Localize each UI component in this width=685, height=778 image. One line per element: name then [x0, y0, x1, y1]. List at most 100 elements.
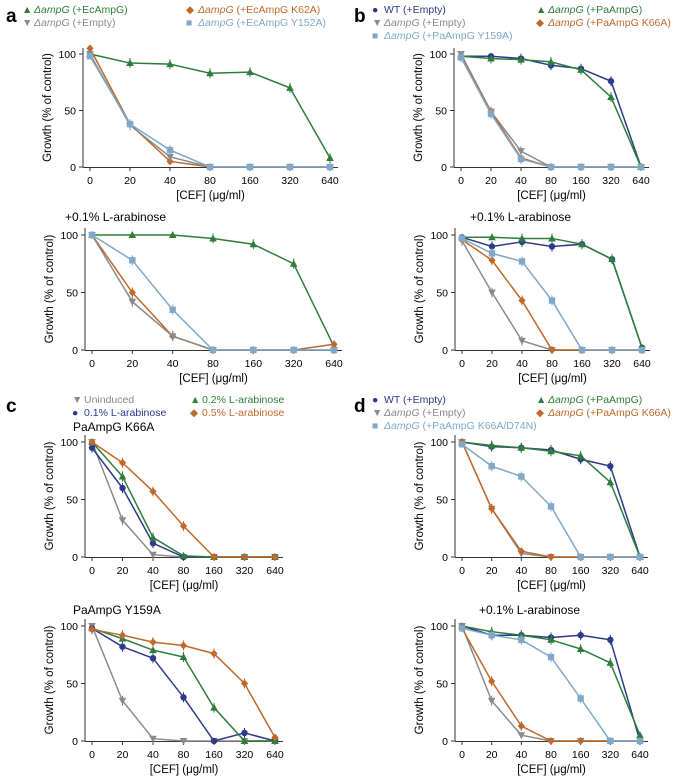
y-axis-label: Growth (% of control) [44, 235, 56, 344]
data-point-square [518, 473, 525, 480]
data-point-triangle-up [149, 533, 157, 541]
x-tick-label: 640 [631, 749, 649, 761]
x-tick-label: 80 [545, 749, 557, 761]
legend-item-b-2: ▼ ΔampG (+Empty) [372, 17, 465, 29]
legend-item-d-4: ■ ΔampG (+PaAmpG K66A/D74N) [372, 420, 537, 432]
data-point-square [577, 163, 585, 171]
data-point-triangle-down [118, 517, 127, 525]
x-tick-label: 80 [178, 565, 190, 577]
data-point-triangle-up [149, 646, 157, 654]
chart-b-top: 0 20 40 80 160 320 640 0 50 100 [CEF] (μg/ml) Growt… [413, 48, 650, 202]
x-axis-label: [CEF] (μg/ml) [150, 764, 219, 776]
data-point-square [166, 146, 174, 154]
legend-label: ΔampG (+PaAmpG K66A) [547, 17, 671, 29]
data-point-circle [607, 462, 614, 470]
legends-layer: ▲ ΔampG (+EcAmpG) ◆ ΔampG (+EcAmpG K62A)▼ Δa… [22, 4, 671, 432]
legend-label: ΔampG (+PaAmpG K66A/D74N) [383, 420, 537, 432]
data-point-square [458, 441, 466, 448]
data-point-square [636, 553, 644, 561]
data-point-triangle-up [518, 234, 526, 242]
x-tick-label: 0 [87, 175, 93, 187]
x-tick-label: 20 [486, 358, 498, 370]
legend-label: ΔampG (+Empty) [33, 17, 115, 29]
x-tick-label: 640 [325, 358, 343, 370]
data-point-triangle-down [149, 551, 157, 559]
data-point-triangle-up [487, 441, 496, 449]
data-point-square [577, 553, 584, 561]
x-tick-label: 160 [572, 749, 590, 761]
data-point-diamond [488, 677, 496, 686]
series-0 [88, 439, 279, 561]
data-point-triangle-up [517, 55, 525, 63]
data-point-diamond [88, 625, 96, 634]
y-tick-label: 50 [66, 495, 78, 507]
data-point-triangle-up [240, 737, 249, 744]
data-point-triangle-up [636, 731, 644, 739]
legend-marker-icon: ● [72, 407, 78, 419]
x-tick-label: 40 [147, 749, 159, 761]
data-point-square [86, 53, 94, 60]
data-point-diamond [271, 553, 279, 561]
x-tick-label: 320 [602, 749, 620, 761]
x-tick-label: 320 [236, 749, 254, 761]
x-tick-label: 40 [515, 175, 527, 187]
legend-item-d-2: ▼ ΔampG (+Empty) [372, 407, 465, 419]
y-tick-label: 50 [66, 679, 78, 691]
data-point-triangle-down [128, 298, 137, 306]
x-tick-label: 0 [459, 565, 465, 577]
data-point-square [547, 503, 555, 510]
data-point-triangle-up [168, 231, 177, 238]
x-tick-label: 640 [631, 565, 649, 577]
data-point-triangle-down [518, 337, 526, 345]
data-point-square [607, 553, 614, 561]
chart-d-top: 0 20 40 80 160 320 640 0 50 100 [CEF] (μg/ml) Growt… [414, 435, 649, 592]
subplot-title: +0.1% L-arabinose [479, 603, 580, 617]
x-tick-label: 320 [281, 175, 299, 187]
data-point-triangle-up [547, 57, 555, 65]
y-tick-label: 50 [436, 679, 448, 691]
x-tick-label: 40 [147, 565, 159, 577]
data-point-diamond [488, 256, 496, 265]
x-tick-label: 640 [266, 749, 284, 761]
series-line [91, 441, 275, 558]
series-line [461, 441, 641, 558]
series-4 [458, 625, 644, 745]
y-axis-label: Growth (% of control) [42, 53, 54, 162]
data-point-circle [548, 243, 556, 250]
x-axis-label: [CEF] (μg/ml) [179, 373, 248, 385]
data-point-diamond [179, 521, 188, 530]
x-tick-label: 320 [602, 565, 620, 577]
x-tick-label: 80 [204, 175, 216, 187]
x-tick-label: 320 [603, 358, 621, 370]
data-point-diamond [517, 722, 525, 731]
x-axis-label: [CEF] (μg/ml) [518, 373, 587, 385]
y-axis-label: Growth (% of control) [414, 442, 426, 551]
x-tick-label: 20 [126, 358, 138, 370]
x-tick-label: 80 [178, 749, 190, 761]
legend-label: 0.2% L-arabinose [202, 394, 284, 406]
data-point-triangle-down [487, 697, 496, 705]
series-3 [88, 231, 338, 354]
x-tick-label: 160 [205, 749, 223, 761]
data-point-square [286, 163, 294, 171]
x-tick-label: 20 [486, 565, 498, 577]
legend-marker-icon: ▲ [536, 4, 546, 16]
x-tick-label: 20 [117, 749, 129, 761]
y-tick-label: 0 [441, 162, 447, 174]
data-point-circle [149, 540, 157, 547]
data-point-triangle-up [606, 658, 615, 666]
subplot-title: PaAmpG Y159A [73, 603, 161, 617]
y-tick-label: 100 [58, 49, 76, 61]
series-2 [88, 232, 338, 354]
data-point-square [458, 235, 466, 242]
legend-item-c-1: ▲ 0.2% L-arabinose [190, 394, 284, 406]
data-point-square [487, 110, 495, 118]
data-point-diamond [240, 679, 249, 688]
series-4 [458, 233, 646, 354]
legend-marker-icon: ▼ [22, 17, 32, 29]
legend-label: ΔampG (+PaAmpG Y159A) [383, 30, 513, 42]
series-line [461, 627, 640, 742]
data-point-square [607, 737, 614, 745]
data-point-square [608, 346, 616, 354]
y-axis-label: Growth (% of control) [44, 442, 56, 551]
